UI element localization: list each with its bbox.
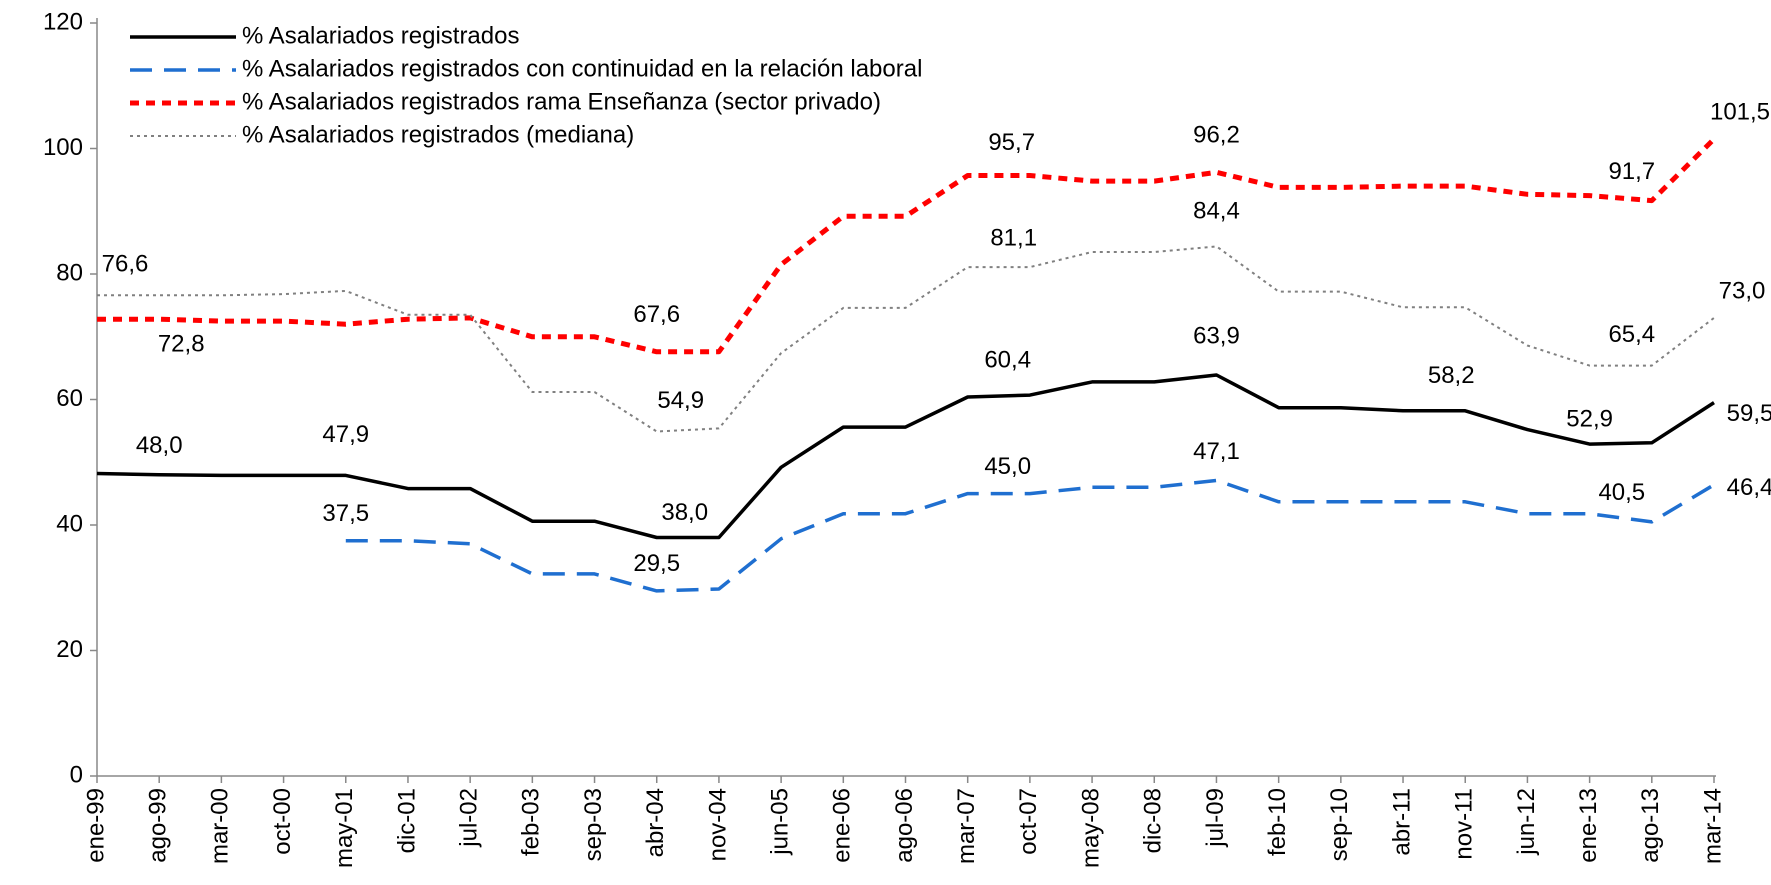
data-label: 58,2	[1428, 362, 1475, 389]
data-label: 40,5	[1598, 479, 1645, 506]
x-tick-label: abr-04	[642, 788, 669, 857]
x-tick-label: mar-00	[207, 788, 234, 864]
x-tick-label: jun-05	[766, 788, 793, 856]
series-line	[97, 137, 1716, 355]
data-label: 72,8	[158, 331, 205, 358]
data-label: 60,4	[984, 346, 1031, 373]
x-tick-label: feb-03	[518, 788, 545, 856]
data-label: 48,0	[136, 432, 183, 459]
x-tick-label: abr-11	[1388, 788, 1415, 856]
legend-label: % Asalariados registrados (mediana)	[242, 121, 634, 148]
data-label: 52,9	[1566, 405, 1613, 432]
x-tick-label: mar-14	[1699, 788, 1726, 864]
x-tick-label: sep-10	[1326, 788, 1353, 861]
data-label: 47,1	[1193, 438, 1240, 465]
y-tick-label: 0	[70, 761, 83, 788]
data-label: 59,5	[1727, 400, 1771, 427]
data-label: 46,4	[1727, 474, 1771, 501]
x-tick-label: ene-06	[829, 788, 856, 863]
data-label: 67,6	[633, 301, 680, 328]
x-tick-label: dic-08	[1140, 788, 1167, 853]
y-tick-label: 40	[56, 510, 83, 537]
y-tick-label: 20	[56, 636, 83, 663]
x-tick-label: jun-12	[1513, 788, 1540, 856]
x-tick-label: ene-99	[82, 788, 109, 863]
x-tick-label: nov-11	[1451, 788, 1478, 860]
data-label: 47,9	[322, 421, 369, 448]
data-label: 29,5	[633, 550, 680, 577]
data-label: 84,4	[1193, 198, 1240, 225]
series-line	[97, 245, 1715, 433]
data-label: 38,0	[661, 499, 708, 526]
data-label: 37,5	[322, 500, 369, 527]
x-tick-label: dic-01	[393, 788, 420, 853]
x-tick-label: sep-03	[580, 788, 607, 861]
data-label: 54,9	[657, 387, 704, 414]
x-tick-label: ago-06	[891, 788, 918, 863]
x-tick-label: nov-04	[704, 788, 731, 861]
data-label: 95,7	[988, 129, 1035, 156]
data-label: 65,4	[1608, 321, 1655, 348]
legend-label: % Asalariados registrados con continuida…	[242, 55, 922, 82]
data-label: 73,0	[1719, 277, 1766, 304]
x-tick-label: oct-07	[1015, 788, 1042, 855]
y-tick-label: 120	[43, 8, 83, 35]
y-tick-label: 80	[56, 259, 83, 286]
x-tick-label: oct-00	[269, 788, 296, 855]
y-tick-label: 60	[56, 385, 83, 412]
x-tick-label: may-01	[331, 788, 358, 868]
data-label: 96,2	[1193, 122, 1240, 149]
x-tick-label: may-08	[1077, 788, 1104, 868]
data-label: 81,1	[990, 224, 1037, 251]
x-tick-label: ago-99	[145, 788, 172, 863]
x-tick-label: jul-02	[455, 788, 482, 848]
data-label: 45,0	[984, 453, 1031, 480]
y-tick-label: 100	[43, 134, 83, 161]
x-tick-label: jul-09	[1202, 788, 1229, 848]
x-tick-label: ago-13	[1637, 788, 1664, 863]
x-tick-label: feb-10	[1264, 788, 1291, 856]
data-label: 63,9	[1193, 322, 1240, 349]
legend-label: % Asalariados registrados	[242, 22, 519, 49]
legend-label: % Asalariados registrados rama Enseñanza…	[242, 88, 881, 115]
data-label: 91,7	[1608, 158, 1655, 185]
data-label: 76,6	[102, 251, 149, 278]
data-label: 101,5	[1710, 98, 1770, 125]
x-tick-label: ene-13	[1575, 788, 1602, 863]
x-tick-label: mar-07	[953, 788, 980, 864]
series-line	[345, 478, 1715, 593]
series-line	[96, 373, 1715, 540]
